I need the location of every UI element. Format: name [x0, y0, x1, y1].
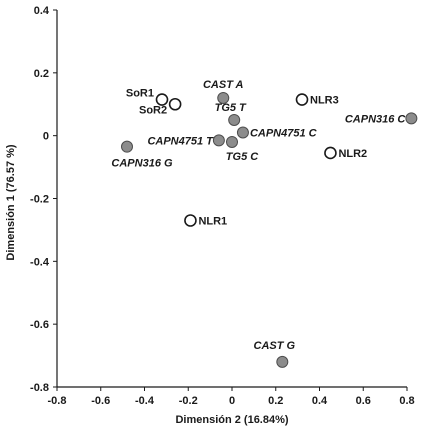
label-tg5-c: TG5 C — [226, 151, 259, 163]
point-cast-g — [276, 355, 289, 368]
point-capn316-g — [121, 140, 133, 153]
x-tick-label: -0.4 — [135, 395, 155, 407]
label-nlr3: NLR3 — [310, 95, 339, 107]
point-labels: SoR1 SoR2 NLR3 NLR2 NLR1 CAST A TG5 T CAPN4751 … — [111, 79, 406, 352]
y-tick-label: -0.2 — [30, 194, 49, 206]
label-capn316-g: CAPN316 G — [111, 158, 173, 170]
axes — [53, 9, 408, 391]
x-axis-label: Dimensión 2 (16.84%) — [175, 414, 288, 426]
y-tick-label: -0.4 — [30, 256, 50, 268]
point-nlr3 — [295, 93, 309, 106]
y-axis-label: Dimensión 1 (76.57 %) — [5, 144, 17, 260]
y-tick-label: 0 — [43, 131, 49, 143]
point-sor2 — [168, 97, 182, 111]
y-tick-label: 0.4 — [34, 5, 50, 17]
label-tg5-t: TG5 T — [215, 102, 247, 114]
x-tick-label: 0.2 — [268, 395, 283, 407]
point-capn316-c — [405, 112, 418, 125]
label-capn316-c: CAPN316 C — [345, 113, 407, 125]
point-sor1 — [155, 93, 169, 106]
x-tick-label: 0 — [229, 395, 235, 407]
point-nlr2 — [324, 146, 337, 160]
x-tick-label: 0.8 — [399, 395, 414, 407]
label-nlr2: NLR2 — [338, 148, 367, 160]
point-cast-a — [217, 91, 230, 104]
point-tg5-c — [226, 135, 238, 148]
label-capn4751-t: CAPN4751 T — [147, 135, 214, 147]
x-tick-label: 0.6 — [356, 395, 371, 407]
y-tick-label: -0.6 — [30, 319, 49, 331]
label-capn4751-c: CAPN4751 C — [250, 128, 318, 140]
point-tg5-t — [228, 113, 241, 126]
label-nlr1: NLR1 — [198, 215, 227, 227]
x-tick-label: -0.2 — [179, 395, 198, 407]
y-tick-label: 0.2 — [34, 68, 49, 80]
data-points — [121, 91, 418, 368]
tick-labels: -0.8 -0.6 -0.4 -0.2 0 0.2 0.4 0.6 0.8 0.4 0.2 0 -0.2… — [30, 5, 415, 407]
point-nlr1 — [184, 214, 197, 227]
label-cast-a: CAST A — [203, 79, 244, 91]
x-tick-label: -0.8 — [48, 395, 67, 407]
label-sor2: SoR2 — [139, 104, 167, 116]
x-tick-label: -0.6 — [91, 395, 110, 407]
point-capn4751-t — [212, 134, 225, 147]
x-tick-label: 0.4 — [312, 395, 328, 407]
label-sor1: SoR1 — [126, 88, 154, 100]
y-tick-label: -0.8 — [30, 382, 49, 394]
point-capn4751-c — [236, 126, 249, 139]
label-cast-g: CAST G — [254, 340, 296, 352]
